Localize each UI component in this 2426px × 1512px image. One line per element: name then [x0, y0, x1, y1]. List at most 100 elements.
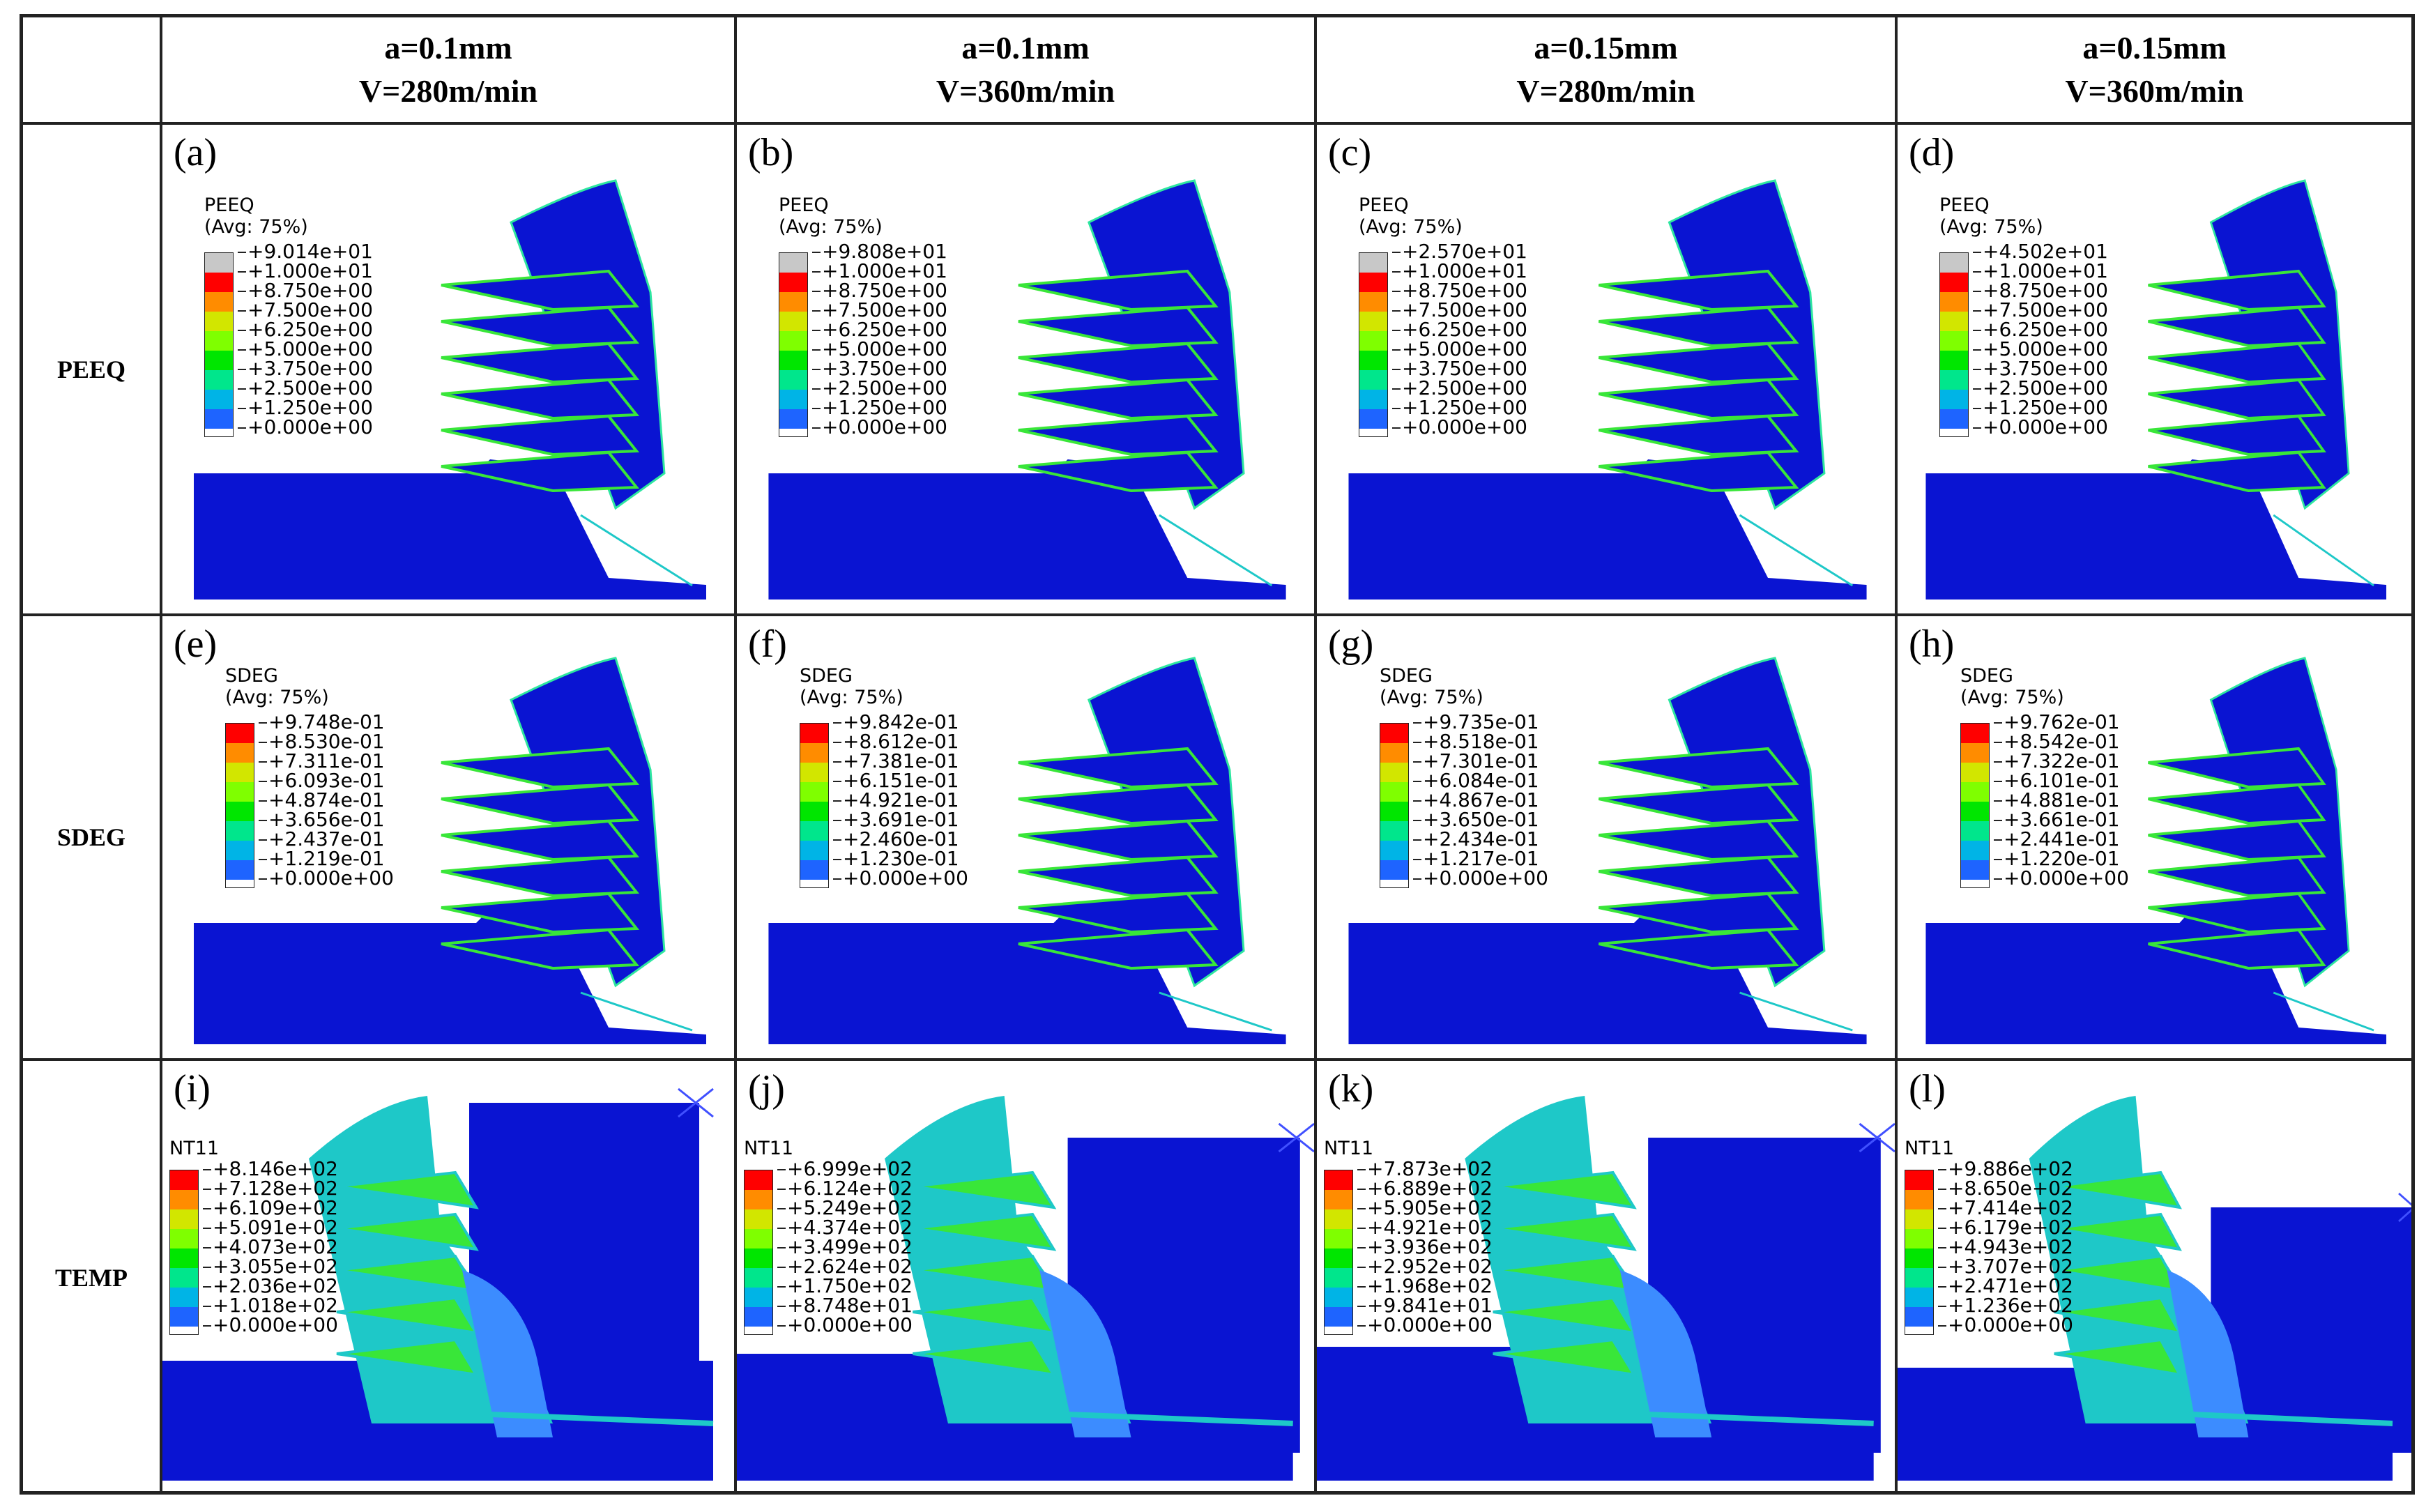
legend-value: +8.750e+00 [1973, 281, 2108, 300]
legend-value: +7.500e+00 [238, 300, 373, 320]
chip-segment [1018, 819, 1219, 862]
legend-swatch [1961, 782, 1989, 802]
legend-value: +9.748e-01 [259, 712, 394, 732]
legend-swatch [779, 331, 807, 351]
panel-d: (d) PEEQ (Avg: 75%) +4.502e+01 +1.000e+01 +8.… [1898, 125, 2411, 613]
legend-value: +1.250e+00 [1973, 398, 2108, 418]
chip-segment [1493, 1296, 1637, 1335]
row-header-peeq: PEEQ [56, 355, 125, 383]
legend-value: +6.999e+02 [777, 1159, 913, 1179]
legend-value: +3.707e+02 [1938, 1257, 2073, 1276]
legend-title: SDEG [1380, 665, 1433, 687]
chip-segment [2054, 1338, 2182, 1377]
legend-swatch [800, 821, 828, 841]
legend-value: +6.124e+02 [777, 1179, 913, 1198]
legend-value: +0.000e+00 [203, 1315, 338, 1335]
legend-value: +4.867e-01 [1413, 791, 1548, 810]
legend-swatch [1380, 743, 1408, 763]
legend-swatch [800, 802, 828, 821]
legend-swatch [1905, 1307, 1933, 1327]
panel-label: (f) [748, 623, 787, 666]
legend-swatch [1905, 1209, 1933, 1229]
legend-value: +4.874e-01 [259, 791, 394, 810]
contour-legend: NT11 +6.999e+02 +6.124e+02 +5.249e+02 +4.374… [744, 1138, 913, 1335]
panel-k: (k) NT11 +7.873e+02 +6.889e+02 +5.905e+02 +4.… [1317, 1061, 1895, 1495]
shear-band [1159, 514, 1273, 587]
legend-value: +8.612e-01 [833, 732, 968, 751]
legend-value: +7.500e+00 [1973, 300, 2108, 320]
workpiece [1925, 909, 2387, 1044]
legend-swatch [800, 860, 828, 880]
legend-value: +8.530e-01 [259, 732, 394, 751]
chip-segment [1493, 1212, 1637, 1251]
chip-segment [336, 1296, 479, 1335]
legend-value: +6.093e-01 [259, 771, 394, 791]
legend-swatch [1940, 312, 1968, 331]
chip-segment [1598, 892, 1799, 934]
workpiece [1925, 459, 2387, 600]
legend-value: +6.151e-01 [833, 771, 968, 791]
legend-swatch [205, 292, 233, 312]
legend-value: +3.750e+00 [1392, 359, 1527, 379]
legend-swatch [1940, 292, 1968, 312]
legend-value: +3.750e+00 [238, 359, 373, 379]
panel-label: (k) [1328, 1067, 1374, 1110]
legend-value: +6.250e+00 [238, 320, 373, 339]
chip-segment [441, 414, 640, 457]
row-divider [23, 1058, 2411, 1061]
legend-swatch [1380, 841, 1408, 860]
legend-value: +8.650e+02 [1938, 1179, 2073, 1198]
legend-swatch [1905, 1248, 1933, 1268]
legend-value: +8.750e+00 [1392, 281, 1527, 300]
legend-swatch [800, 743, 828, 763]
legend-value: +3.055e+02 [203, 1257, 338, 1276]
legend-value: +3.936e+02 [1357, 1237, 1493, 1257]
legend-value: +2.460e-01 [833, 830, 968, 849]
chip-segment [1018, 269, 1219, 312]
legend-swatch [1940, 351, 1968, 370]
chip-segment [2148, 450, 2326, 493]
legend-value: +5.000e+00 [238, 339, 373, 359]
legend-swatch [1905, 1229, 1933, 1248]
legend-swatch [1380, 802, 1408, 821]
chip-segment [1598, 414, 1799, 457]
panel-label: (b) [748, 131, 794, 174]
legend-swatch [226, 841, 254, 860]
legend-value: +2.624e+02 [777, 1257, 913, 1276]
column-header-4: a=0.15mm V=360m/min [1898, 17, 2411, 122]
legend-swatch [1961, 763, 1989, 782]
panel-e: (e) SDEG (Avg: 75%) +9.748e-01 +8.530e-01 +7.… [162, 616, 734, 1058]
chip-segment [1018, 450, 1219, 493]
legend-value: +1.000e+01 [1973, 261, 2108, 281]
legend-value: +0.000e+00 [1392, 418, 1527, 437]
legend-title: SDEG [800, 665, 853, 687]
legend-swatch [205, 370, 233, 390]
legend-value: +6.250e+00 [1973, 320, 2108, 339]
column-header-2: a=0.1mm V=360m/min [737, 17, 1314, 122]
legend-swatch [745, 1190, 772, 1209]
chip-segment [336, 1338, 479, 1377]
simulation-contour-plot [162, 1087, 714, 1481]
legend-swatch [745, 1307, 772, 1327]
legend-title: NT11 [1324, 1138, 1374, 1159]
panel-b: (b) PEEQ (Avg: 75%) +9.808e+01 +1.000e+01 +8.… [737, 125, 1314, 613]
chip-segment [2148, 855, 2326, 898]
legend-swatch [226, 743, 254, 763]
chip-segment [1493, 1338, 1637, 1377]
legend-value: +2.036e+02 [203, 1276, 338, 1296]
chip-segment [1598, 819, 1799, 862]
chip-segment [2148, 269, 2326, 312]
legend-swatch [1359, 351, 1387, 370]
legend-value: +0.000e+00 [238, 418, 373, 437]
chip-segment [913, 1170, 1057, 1209]
chip-segment [2054, 1170, 2182, 1209]
contour-legend: PEEQ (Avg: 75%) +9.808e+01 +1.000e+01 +8.750… [779, 194, 947, 437]
chip-segment [1018, 928, 1219, 970]
chip-segment [1018, 783, 1219, 825]
reference-point-marker [678, 1087, 714, 1118]
panel-label: (e) [174, 623, 218, 666]
legend-value: +0.000e+00 [1413, 869, 1548, 888]
panel-label: (i) [174, 1067, 211, 1110]
legend-value: +9.808e+01 [812, 242, 947, 261]
legend-value: +4.921e+02 [1357, 1218, 1493, 1237]
